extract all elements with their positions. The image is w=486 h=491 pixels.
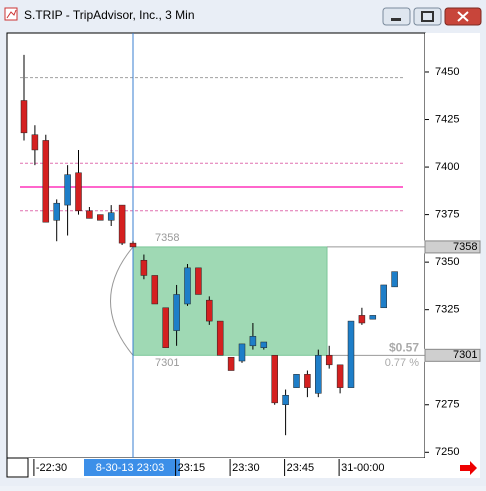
window-icon: [4, 7, 18, 21]
candle-body: [227, 356, 235, 371]
candle-body: [162, 307, 169, 348]
candle-body: [238, 343, 246, 362]
plot-area: [6, 32, 426, 459]
crosshair-time-label: 8-30-13 23:03: [96, 462, 165, 474]
chart-content: 7358 7301 $0.57 0.77 % 7250 7275 7325 7350 7375 7…: [20, 33, 481, 476]
candle-body: [129, 242, 137, 248]
corner-box: [6, 457, 29, 478]
candle-body: [20, 100, 28, 134]
price-marker: [424, 348, 481, 362]
candle-body: [293, 374, 300, 388]
candle-body: [358, 315, 366, 324]
y-tick-label: 7400: [435, 161, 459, 173]
candle-body: [315, 355, 322, 394]
measure-percent: 0.77 %: [385, 357, 419, 369]
y-tick-label: 7325: [435, 304, 459, 316]
candle-body: [195, 267, 202, 295]
candle-body: [347, 320, 355, 388]
candle-body: [325, 355, 333, 366]
maximize-glyph: [421, 11, 434, 22]
candle-body: [75, 172, 82, 212]
candle-body: [216, 320, 224, 356]
candle-body: [282, 394, 289, 406]
candle-body: [107, 212, 115, 221]
price-marker-label: 7301: [453, 349, 477, 361]
candle-body: [391, 271, 398, 288]
measure-arc: [110, 246, 134, 356]
candle-body: [64, 174, 71, 206]
maximize-button[interactable]: [413, 7, 442, 26]
candle-body: [42, 140, 50, 223]
candle-body: [304, 374, 311, 388]
window-title: S.TRIP - TripAdvisor, Inc., 3 Min: [24, 8, 195, 22]
minimize-button[interactable]: [382, 7, 411, 26]
measure-to-label: 7301: [155, 357, 179, 369]
price-marker: [424, 240, 481, 254]
candle-body: [249, 336, 257, 347]
measure-change: $0.57: [389, 340, 419, 354]
window-icon-glyph: [6, 9, 17, 19]
candle-body: [118, 204, 126, 244]
y-tick-label: 7275: [435, 399, 459, 411]
y-tick-label: 7350: [435, 256, 459, 268]
y-tick-label: 7250: [435, 446, 459, 458]
x-tick-label: 23:30: [232, 462, 260, 474]
minimize-glyph: [391, 18, 401, 21]
measure-from-label: 7358: [155, 232, 179, 244]
x-tick-label: -22:30: [36, 462, 67, 474]
candle-body: [31, 134, 39, 151]
measure-box: [132, 246, 328, 356]
candle-body: [206, 299, 213, 322]
crosshair-time-box: [84, 459, 180, 476]
close-glyph: [457, 11, 469, 22]
y-tick-label: 7425: [435, 113, 459, 125]
y-tick-label: 7450: [435, 66, 459, 78]
y-tick-label: 7375: [435, 209, 459, 221]
candle-body: [184, 267, 191, 305]
candle-body: [86, 210, 93, 219]
candle-body: [173, 294, 180, 331]
price-marker-label: 7358: [453, 241, 477, 253]
x-tick-label: 23:15: [178, 462, 206, 474]
candle-body: [97, 214, 104, 221]
candle-body: [369, 315, 377, 320]
candle-body: [53, 202, 60, 221]
candle-body: [336, 364, 344, 388]
candle-body: [380, 284, 387, 309]
x-tick-label: 31-00:00: [341, 462, 384, 474]
x-tick-label: 23:45: [287, 462, 315, 474]
candle-body: [271, 355, 278, 404]
candle-body: [260, 341, 268, 348]
candle-body: [151, 275, 159, 305]
scroll-arrow[interactable]: [460, 461, 477, 475]
candle-body: [140, 259, 148, 276]
